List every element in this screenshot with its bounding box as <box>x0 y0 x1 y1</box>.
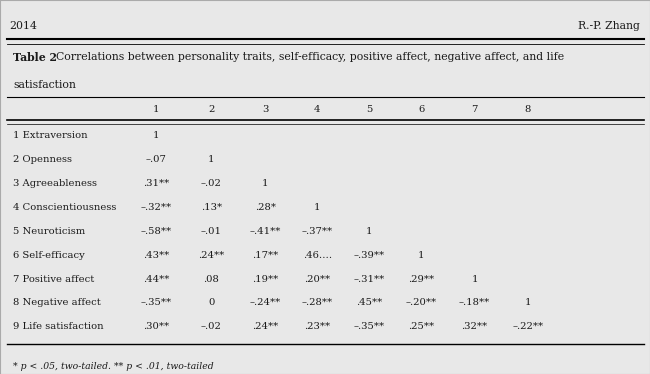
Text: –.01: –.01 <box>201 227 222 236</box>
Text: –.07: –.07 <box>146 155 166 164</box>
Text: –.32**: –.32** <box>140 203 172 212</box>
Text: 6 Self-efficacy: 6 Self-efficacy <box>13 251 84 260</box>
Text: .20**: .20** <box>304 275 330 283</box>
Text: 1: 1 <box>153 131 159 140</box>
Text: .30**: .30** <box>143 322 169 331</box>
Text: .31**: .31** <box>143 179 169 188</box>
Text: .25**: .25** <box>408 322 434 331</box>
Text: .45**: .45** <box>356 298 382 307</box>
Text: 0: 0 <box>208 298 214 307</box>
Text: .08: .08 <box>203 275 219 283</box>
Text: 5: 5 <box>366 105 372 114</box>
Text: 3: 3 <box>262 105 268 114</box>
Text: 2: 2 <box>208 105 214 114</box>
Text: 1: 1 <box>262 179 268 188</box>
Text: .32**: .32** <box>462 322 488 331</box>
Text: 1: 1 <box>208 155 214 164</box>
Text: –.22**: –.22** <box>512 322 543 331</box>
Text: R.-P. Zhang: R.-P. Zhang <box>578 21 640 31</box>
Text: 1: 1 <box>366 227 372 236</box>
Text: 2014: 2014 <box>10 21 38 31</box>
Text: .23**: .23** <box>304 322 330 331</box>
Text: .28*: .28* <box>255 203 276 212</box>
Text: .24**: .24** <box>252 322 278 331</box>
Text: –.28**: –.28** <box>302 298 333 307</box>
Text: –.41**: –.41** <box>250 227 281 236</box>
Text: –.18**: –.18** <box>459 298 490 307</box>
Text: 8: 8 <box>525 105 531 114</box>
Text: 1: 1 <box>153 105 159 114</box>
Text: 2 Openness: 2 Openness <box>13 155 72 164</box>
Text: Table 2: Table 2 <box>13 52 57 62</box>
Text: 1: 1 <box>525 298 531 307</box>
Text: –.58**: –.58** <box>140 227 172 236</box>
Text: –.37**: –.37** <box>302 227 333 236</box>
Text: 9 Life satisfaction: 9 Life satisfaction <box>13 322 103 331</box>
Text: .43**: .43** <box>143 251 169 260</box>
Text: 7: 7 <box>471 105 478 114</box>
Text: –.31**: –.31** <box>354 275 385 283</box>
Text: .24**: .24** <box>198 251 224 260</box>
Text: 5 Neuroticism: 5 Neuroticism <box>13 227 85 236</box>
Text: .19**: .19** <box>252 275 278 283</box>
Text: –.35**: –.35** <box>140 298 172 307</box>
Text: .13*: .13* <box>201 203 222 212</box>
Text: 7 Positive affect: 7 Positive affect <box>13 275 94 283</box>
Text: –.02: –.02 <box>201 179 222 188</box>
Text: .44**: .44** <box>143 275 169 283</box>
Text: 1: 1 <box>471 275 478 283</box>
Text: –.20**: –.20** <box>406 298 437 307</box>
Text: .17**: .17** <box>252 251 278 260</box>
Text: 1: 1 <box>418 251 424 260</box>
Text: 4 Conscientiousness: 4 Conscientiousness <box>13 203 116 212</box>
Text: 1 Extraversion: 1 Extraversion <box>13 131 88 140</box>
Text: 6: 6 <box>418 105 424 114</box>
Text: satisfaction: satisfaction <box>13 80 76 90</box>
Text: .46‥‥: .46‥‥ <box>303 251 332 260</box>
Text: 8 Negative affect: 8 Negative affect <box>13 298 101 307</box>
Text: –.02: –.02 <box>201 322 222 331</box>
Text: Correlations between personality traits, self-efficacy, positive affect, negativ: Correlations between personality traits,… <box>49 52 564 62</box>
Text: –.24**: –.24** <box>250 298 281 307</box>
Text: –.35**: –.35** <box>354 322 385 331</box>
Text: * p < .05, two-tailed. ** p < .01, two-tailed: * p < .05, two-tailed. ** p < .01, two-t… <box>13 362 214 371</box>
Text: 4: 4 <box>314 105 320 114</box>
Text: –.39**: –.39** <box>354 251 385 260</box>
Text: .29**: .29** <box>408 275 434 283</box>
Text: 3 Agreeableness: 3 Agreeableness <box>13 179 97 188</box>
Text: 1: 1 <box>314 203 320 212</box>
